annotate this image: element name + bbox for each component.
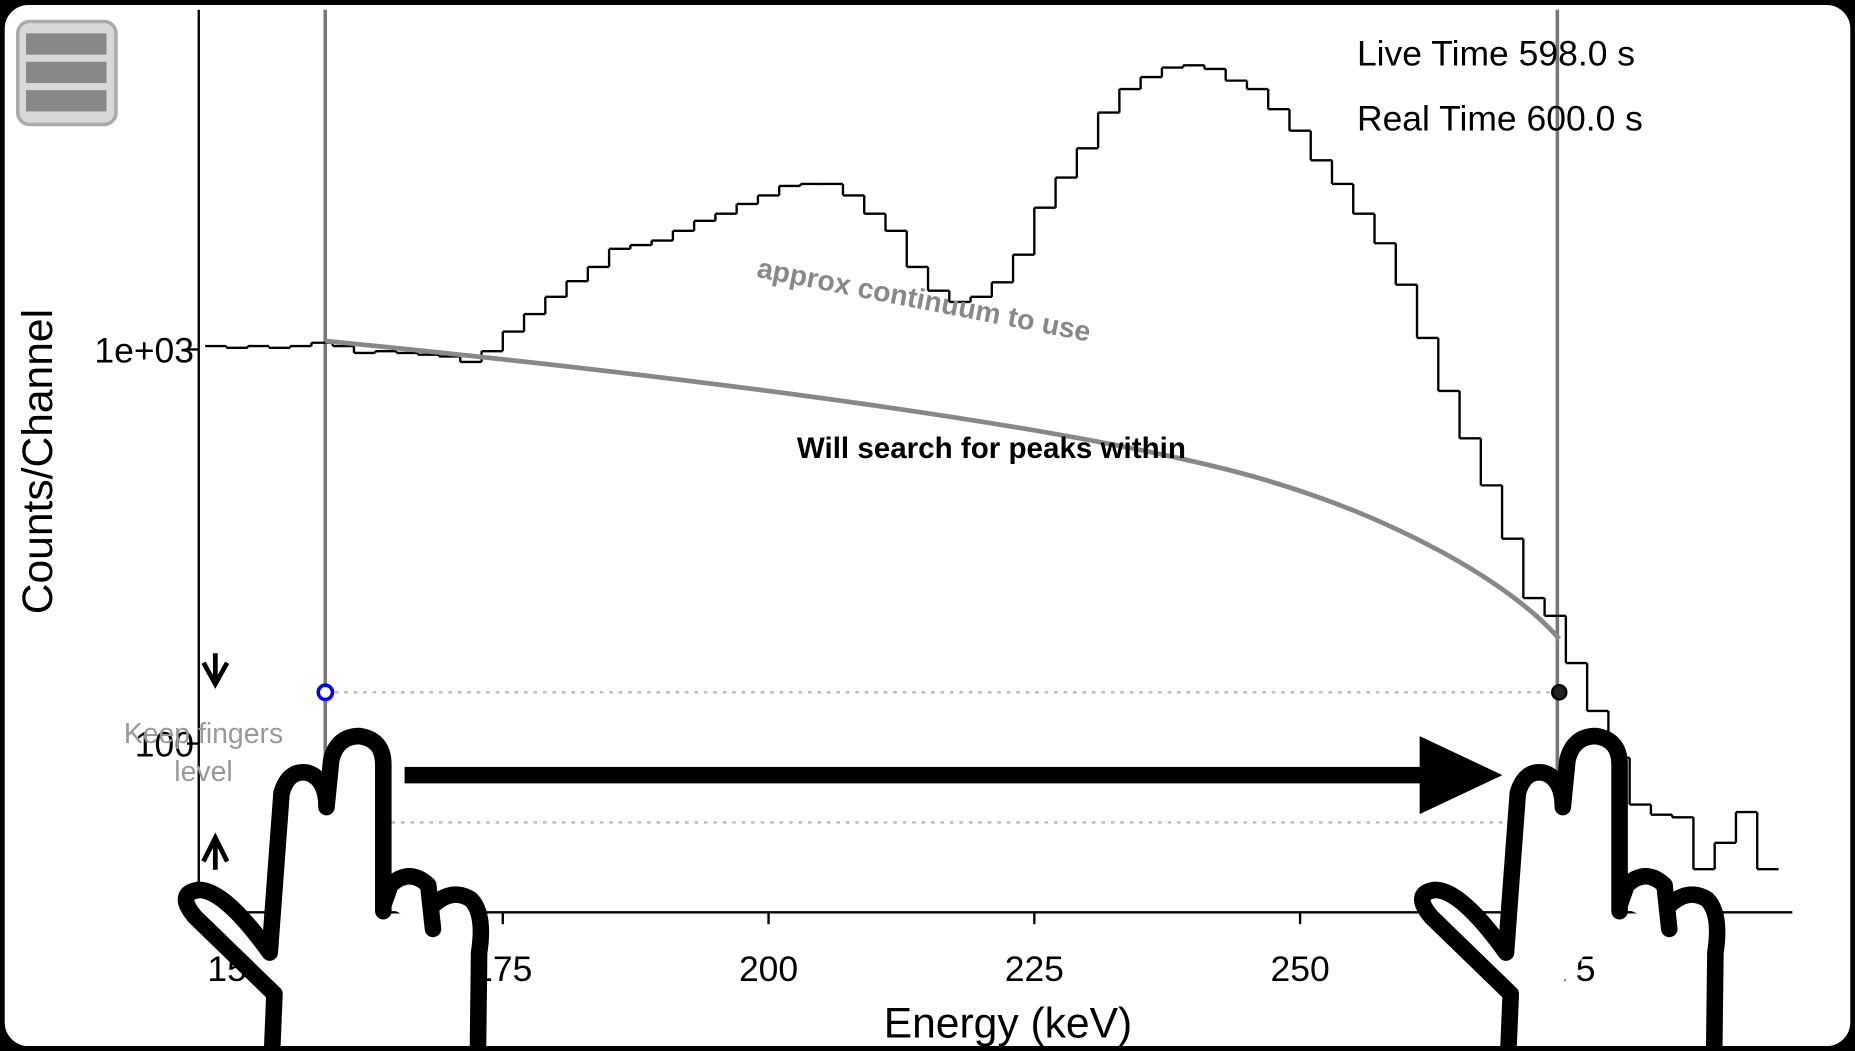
continuum-curve — [325, 338, 1562, 641]
real-time: Real Time 600.0 s — [1357, 98, 1643, 138]
annotation: level — [174, 756, 232, 788]
level-arrows — [201, 653, 230, 870]
annotation: Will search for peaks within — [797, 432, 1186, 465]
y-axis-title: Counts/Channel — [14, 309, 62, 614]
menu-bar[interactable] — [26, 90, 107, 112]
annotation: Keep fingers — [124, 718, 283, 750]
menu-bar[interactable] — [26, 33, 107, 55]
x-axis-title: Energy (keV) — [884, 1000, 1132, 1048]
step-risers — [225, 65, 1759, 870]
x-tick-label: 250 — [1270, 949, 1329, 989]
hand-outline — [177, 727, 490, 1051]
handle[interactable] — [1550, 684, 1568, 701]
y-tick-label: 1e+03 — [94, 330, 194, 370]
menu-bar[interactable] — [26, 61, 107, 84]
gesture-arrowhead — [1419, 736, 1503, 815]
y-tick-label: 100 — [135, 725, 194, 765]
x-tick-label: 225 — [1005, 949, 1064, 989]
hand — [177, 727, 490, 1051]
handle[interactable] — [316, 683, 335, 702]
x-tick-label: 200 — [739, 949, 798, 989]
live-time: Live Time 598.0 s — [1357, 33, 1635, 73]
menu-button[interactable] — [15, 19, 118, 127]
